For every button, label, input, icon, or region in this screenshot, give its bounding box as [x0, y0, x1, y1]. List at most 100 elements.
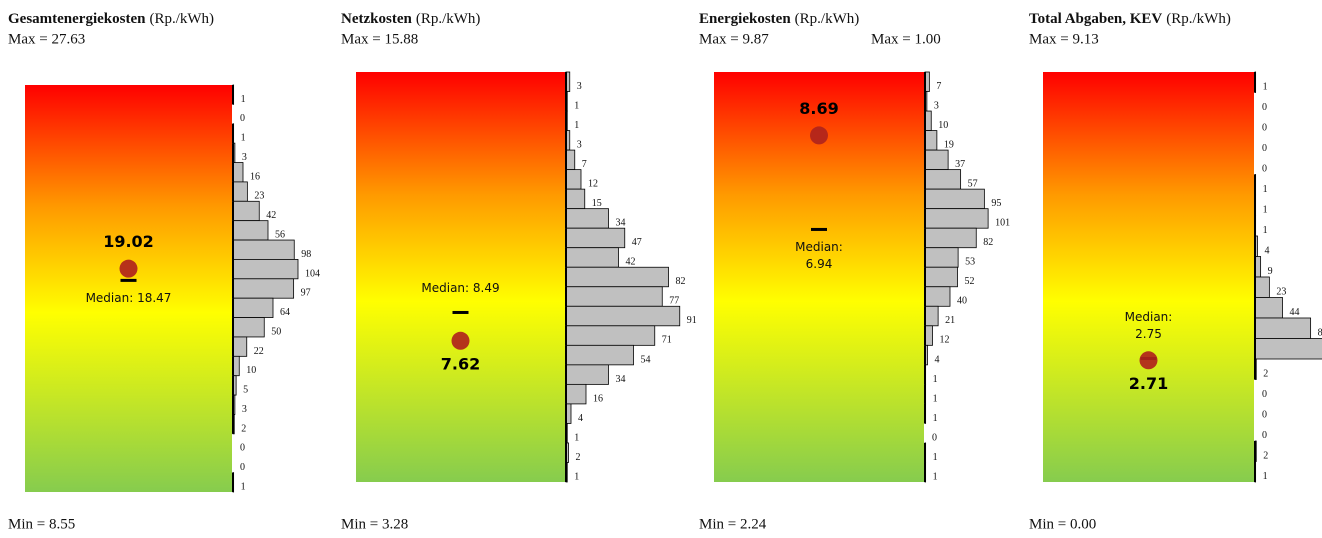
count-label: 19 — [944, 140, 954, 151]
histogram-bar — [565, 286, 663, 307]
count-label: 1 — [1263, 471, 1268, 482]
histogram-bar — [565, 344, 634, 366]
histogram-bar — [924, 188, 985, 210]
count-label: 3 — [242, 404, 247, 415]
count-label: 64 — [280, 307, 290, 318]
histogram-bar — [232, 239, 295, 260]
count-label: 1 — [933, 393, 938, 404]
median-marker — [811, 227, 827, 231]
count-label: 1 — [933, 413, 938, 424]
histogram-bar — [565, 149, 576, 171]
count-label: 97 — [301, 288, 311, 299]
histogram-bar — [565, 247, 619, 268]
panel-title: Netzkosten (Rp./kWh) — [341, 11, 480, 27]
histogram-bar — [924, 130, 938, 151]
count-label: 34 — [616, 218, 626, 229]
count-label: 3 — [934, 100, 939, 111]
histogram-bar — [924, 227, 977, 249]
count-label: 0 — [240, 113, 245, 124]
count-label: 15 — [592, 198, 602, 209]
histogram-bar — [565, 227, 626, 249]
value-label: 7.62 — [441, 354, 480, 373]
median-label: Median: — [1125, 310, 1173, 324]
title-name: Gesamtenergiekosten — [8, 11, 146, 27]
value-marker — [451, 331, 470, 350]
count-label: 2 — [576, 452, 581, 463]
count-label: 7 — [582, 159, 587, 170]
histogram-bar — [232, 259, 299, 280]
count-label: 0 — [1262, 389, 1267, 400]
histogram-bar — [232, 278, 295, 299]
count-label: 1 — [574, 471, 579, 482]
histogram-bar — [1254, 338, 1322, 360]
count-label: 4 — [1265, 246, 1270, 257]
histogram-bar — [924, 149, 949, 171]
title-unit: (Rp./kWh) — [1166, 11, 1231, 27]
count-label: 0 — [1262, 102, 1267, 113]
count-label: 23 — [254, 191, 264, 202]
count-label: 16 — [593, 393, 603, 404]
title-unit: (Rp./kWh) — [795, 11, 860, 27]
title-name: Netzkosten — [341, 11, 412, 27]
count-label: 1 — [933, 374, 938, 385]
count-label: 1 — [574, 120, 579, 131]
count-label: 1 — [574, 432, 579, 443]
max-label: Max = 9.13 — [1029, 31, 1099, 47]
histogram-bar — [565, 383, 587, 405]
count-label: 82 — [676, 276, 686, 287]
count-label: 0 — [1262, 123, 1267, 134]
count-label: 95 — [991, 198, 1001, 209]
count-label: 34 — [616, 374, 626, 385]
value-marker — [1139, 351, 1158, 370]
count-label: 9 — [1268, 266, 1273, 277]
histogram-bar — [565, 325, 656, 346]
count-label: 44 — [1290, 307, 1300, 318]
histogram-bar — [232, 220, 269, 241]
median-label: 2.75 — [1135, 327, 1162, 341]
count-label: 5 — [243, 385, 248, 396]
count-label: 1 — [1263, 82, 1268, 93]
count-label: 53 — [965, 257, 975, 268]
count-label: 2 — [1263, 451, 1268, 462]
histogram-bar — [924, 305, 939, 327]
median-marker — [120, 278, 137, 282]
panel-title: Energiekosten (Rp./kWh) — [699, 11, 859, 27]
value-marker — [119, 259, 138, 278]
median-marker — [452, 310, 469, 314]
count-label: 52 — [965, 276, 975, 287]
count-label: 3 — [577, 81, 582, 92]
median-label: Median: 18.47 — [86, 291, 172, 305]
median-label: Median: 8.49 — [421, 281, 499, 295]
histogram-bar — [232, 162, 244, 183]
count-label: 40 — [957, 296, 967, 307]
title-unit: (Rp./kWh) — [149, 11, 214, 27]
histogram-bar — [565, 208, 609, 229]
count-label: 42 — [626, 257, 636, 268]
histogram-bar — [924, 286, 951, 307]
histogram-bar — [232, 317, 265, 338]
histogram-bar — [565, 364, 609, 385]
histogram-bar — [565, 169, 582, 190]
median-label: Median: — [795, 240, 843, 254]
count-label: 4 — [578, 413, 583, 424]
count-label: 23 — [1276, 287, 1286, 298]
panel-title: Total Abgaben, KEV (Rp./kWh) — [1029, 11, 1231, 27]
count-label: 1 — [1263, 225, 1268, 236]
count-label: 1 — [1263, 205, 1268, 216]
value-label: 19.02 — [103, 232, 154, 251]
title-name: Energiekosten — [699, 11, 791, 27]
count-label: 16 — [250, 171, 260, 182]
histogram-bar — [1254, 297, 1283, 319]
count-label: 1 — [933, 452, 938, 463]
count-label: 1 — [1263, 184, 1268, 195]
count-label: 0 — [1262, 430, 1267, 441]
histogram-bar — [1254, 317, 1312, 339]
count-label: 101 — [995, 218, 1010, 229]
histogram-bar — [924, 247, 959, 268]
value-label: 2.71 — [1129, 374, 1168, 393]
count-label: 2 — [1263, 369, 1268, 380]
count-label: 56 — [275, 229, 285, 240]
count-label: 42 — [266, 210, 276, 221]
